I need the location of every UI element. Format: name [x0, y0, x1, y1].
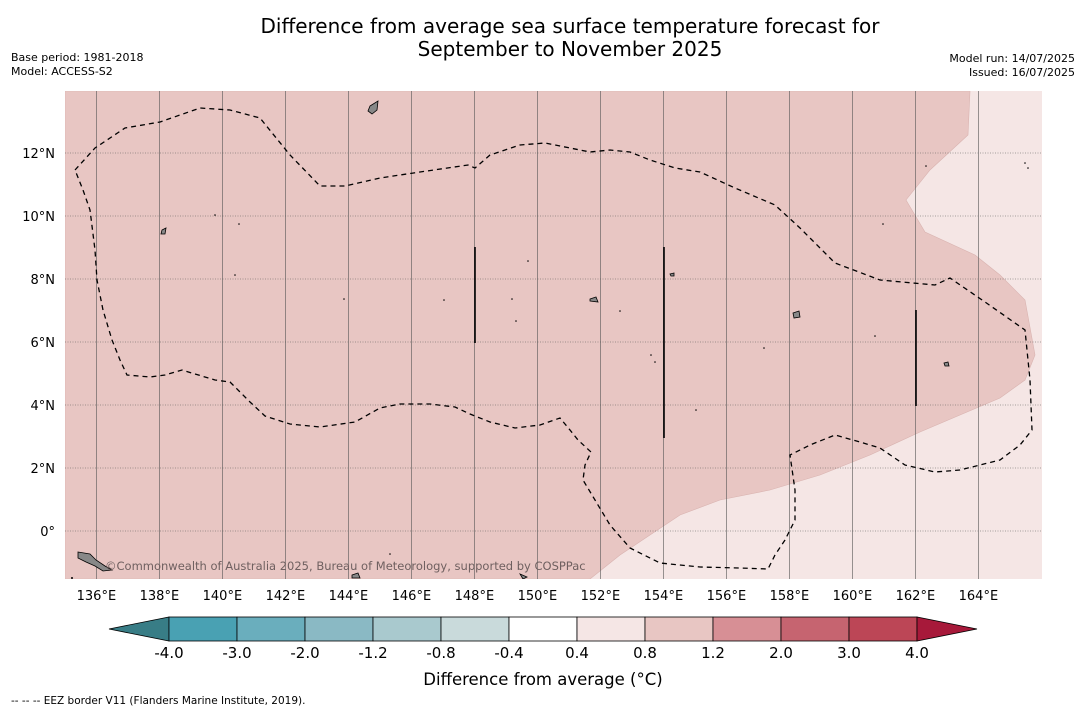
longitude-labels: 136°E 138°E 140°E 142°E 144°E 146°E 148°E 150°E… [77, 589, 999, 604]
island [160, 227, 167, 235]
island [351, 572, 361, 579]
lon-label: 148°E [455, 589, 495, 604]
lon-label: 146°E [392, 589, 432, 604]
colorbar-title: Difference from average (°C) [423, 670, 663, 689]
colorbar-tick-labels: -4.0 -3.0 -2.0 -1.2 -0.8 -0.4 0.4 0.8 1.2 2.0 3.0 4… [154, 644, 929, 662]
colorbar-tick-label: 2.0 [769, 644, 793, 662]
colorbar-tick-label: 4.0 [905, 644, 929, 662]
colorbar-segment [780, 616, 850, 642]
chart-title-line1: Difference from average sea surface temp… [260, 14, 880, 38]
colorbar-segment [712, 616, 782, 642]
colorbar-segment [372, 616, 442, 642]
islands [77, 100, 950, 579]
colorbar-tick-label: -4.0 [154, 644, 183, 662]
colorbar-segment [304, 616, 374, 642]
eez-border [74, 107, 1033, 570]
colorbar-tick-label: -2.0 [290, 644, 319, 662]
island [943, 361, 950, 367]
colorbar-tick-label: 3.0 [837, 644, 861, 662]
lon-label: 164°E [959, 589, 999, 604]
lat-label: 12°N [22, 147, 55, 162]
colorbar-tick-label: 0.8 [633, 644, 657, 662]
lat-label: 10°N [22, 210, 55, 225]
lat-gridlines [65, 152, 1042, 532]
base-period-label: Base period: 1981-2018 [11, 51, 144, 64]
lon-label: 136°E [77, 589, 117, 604]
colorbar-over-arrow [916, 616, 978, 642]
colorbar-segment [576, 616, 646, 642]
model-label: Model: ACCESS-S2 [11, 65, 113, 78]
island [589, 296, 599, 303]
colorbar-tick-label: -0.8 [426, 644, 455, 662]
lon-label: 138°E [140, 589, 180, 604]
latitude-labels: 12°N 10°N 8°N 6°N 4°N 2°N 0° [22, 147, 55, 540]
colorbar-under-arrow [108, 616, 170, 642]
lat-label: 0° [40, 525, 55, 540]
colorbar-segment [644, 616, 714, 642]
island [77, 551, 114, 572]
island-dots [71, 162, 1029, 579]
colorbar-tick-label: 1.2 [701, 644, 725, 662]
colorbar-segment [236, 616, 306, 642]
lon-label: 142°E [266, 589, 306, 604]
lon-label: 154°E [644, 589, 684, 604]
island [519, 573, 528, 579]
chart-title-line2: September to November 2025 [417, 37, 723, 61]
lon-label: 150°E [518, 589, 558, 604]
lat-label: 6°N [31, 336, 56, 351]
lon-label: 140°E [203, 589, 243, 604]
island [367, 100, 379, 115]
island [669, 272, 675, 277]
colorbar-tick-label: -0.4 [494, 644, 523, 662]
anomaly-fill-high [65, 91, 1036, 579]
lon-label: 160°E [833, 589, 873, 604]
lat-label: 2°N [31, 462, 56, 477]
lon-label: 158°E [770, 589, 810, 604]
model-run-label: Model run: 14/07/2025 [949, 52, 1075, 65]
colorbar-tick-label: -3.0 [222, 644, 251, 662]
eez-legend-note: -- -- -- EEZ border V11 (Flanders Marine… [11, 695, 306, 707]
lon-label: 162°E [896, 589, 936, 604]
lon-label: 156°E [707, 589, 747, 604]
lon-label: 152°E [581, 589, 621, 604]
lat-label: 4°N [31, 399, 56, 414]
colorbar-segment [440, 616, 510, 642]
island [792, 310, 801, 319]
colorbar-tick-label: 0.4 [565, 644, 589, 662]
colorbar-segment [168, 616, 238, 642]
colorbar [108, 616, 978, 642]
colorbar-segment [508, 616, 578, 642]
copyright-text: ©Commonwealth of Australia 2025, Bureau … [105, 559, 586, 573]
map-area: ©Commonwealth of Australia 2025, Bureau … [65, 91, 1042, 579]
issued-label: Issued: 16/07/2025 [968, 66, 1075, 79]
colorbar-segment [848, 616, 918, 642]
colorbar-tick-label: -1.2 [358, 644, 387, 662]
lat-label: 8°N [31, 273, 56, 288]
gridlines [96, 91, 979, 579]
lon-label: 144°E [329, 589, 369, 604]
